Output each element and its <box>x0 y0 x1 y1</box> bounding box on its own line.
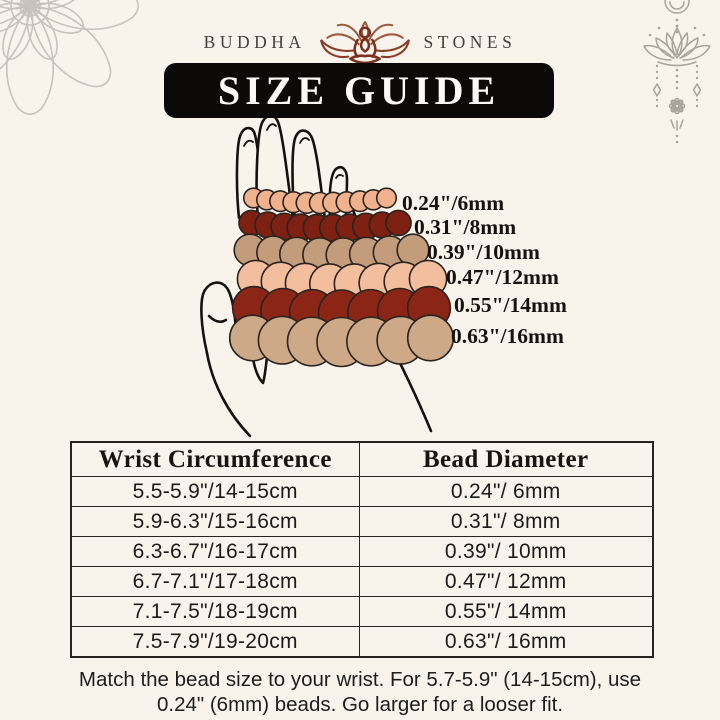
table-row: 7.5-7.9"/19-20cm 0.63"/ 16mm <box>70 626 654 658</box>
table-row: 6.3-6.7"/16-17cm 0.39"/ 10mm <box>70 536 654 567</box>
table-row: 7.1-7.5"/18-19cm 0.55"/ 14mm <box>70 596 654 627</box>
bead <box>385 209 412 237</box>
bracelet-rows <box>228 187 455 368</box>
bead-size-label-8mm: 0.31"/8mm <box>414 215 517 239</box>
table-cell: 7.5-7.9"/19-20cm <box>70 626 360 658</box>
size-table-body: 5.5-5.9"/14-15cm 0.24"/ 6mm 5.9-6.3"/15-16… <box>70 476 654 658</box>
table-cell: 7.1-7.5"/18-19cm <box>70 596 360 627</box>
table-cell: 0.31"/ 8mm <box>358 506 654 537</box>
table-cell: 5.5-5.9"/14-15cm <box>70 476 360 507</box>
banner-title: SIZE GUIDE <box>217 68 501 113</box>
hanging-lotus-ornament-icon <box>643 0 711 144</box>
table-cell: 0.47"/ 12mm <box>358 566 654 597</box>
header-wrist-circumference: Wrist Circumference <box>70 441 360 477</box>
brand-name-right: STONES <box>423 31 517 52</box>
bracelet-row-6mm <box>242 187 398 215</box>
bead <box>375 187 398 209</box>
size-table: Wrist Circumference Bead Diameter 5.5-5.… <box>70 441 654 658</box>
bead-size-label-14mm: 0.55"/14mm <box>454 293 567 317</box>
mandala-flower-icon <box>0 0 138 114</box>
table-row: 5.5-5.9"/14-15cm 0.24"/ 6mm <box>70 476 654 507</box>
table-cell: 0.24"/ 6mm <box>358 476 654 507</box>
size-guide-banner: SIZE GUIDE <box>164 63 554 118</box>
table-row: 6.7-7.1"/17-18cm 0.47"/ 12mm <box>70 566 654 597</box>
bead-size-label-16mm: 0.63"/16mm <box>451 324 564 348</box>
table-cell: 0.39"/ 10mm <box>358 536 654 567</box>
brand-name-left: BUDDHA <box>203 31 306 52</box>
lotus-meditation-logo-icon <box>319 21 410 65</box>
table-cell: 0.63"/ 16mm <box>358 626 654 658</box>
header-bead-diameter: Bead Diameter <box>358 441 654 477</box>
brand-header: BUDDHA STONES <box>0 18 720 66</box>
bead <box>406 314 455 362</box>
bead-size-label-10mm: 0.39"/10mm <box>427 240 540 264</box>
fit-advice-note: Match the bead size to your wrist. For 5… <box>78 668 642 716</box>
table-cell: 5.9-6.3"/15-16cm <box>70 506 360 537</box>
table-cell: 6.3-6.7"/16-17cm <box>70 536 360 567</box>
table-header-row: Wrist Circumference Bead Diameter <box>70 441 654 477</box>
bead-size-label-6mm: 0.24"/6mm <box>402 191 505 215</box>
bracelet-row-16mm <box>228 314 455 368</box>
bead-size-label-12mm: 0.47"/12mm <box>446 265 559 289</box>
table-cell: 6.7-7.1"/17-18cm <box>70 566 360 597</box>
table-row: 5.9-6.3"/15-16cm 0.31"/ 8mm <box>70 506 654 537</box>
bracelet-row-10mm <box>233 233 430 273</box>
table-cell: 0.55"/ 14mm <box>358 596 654 627</box>
